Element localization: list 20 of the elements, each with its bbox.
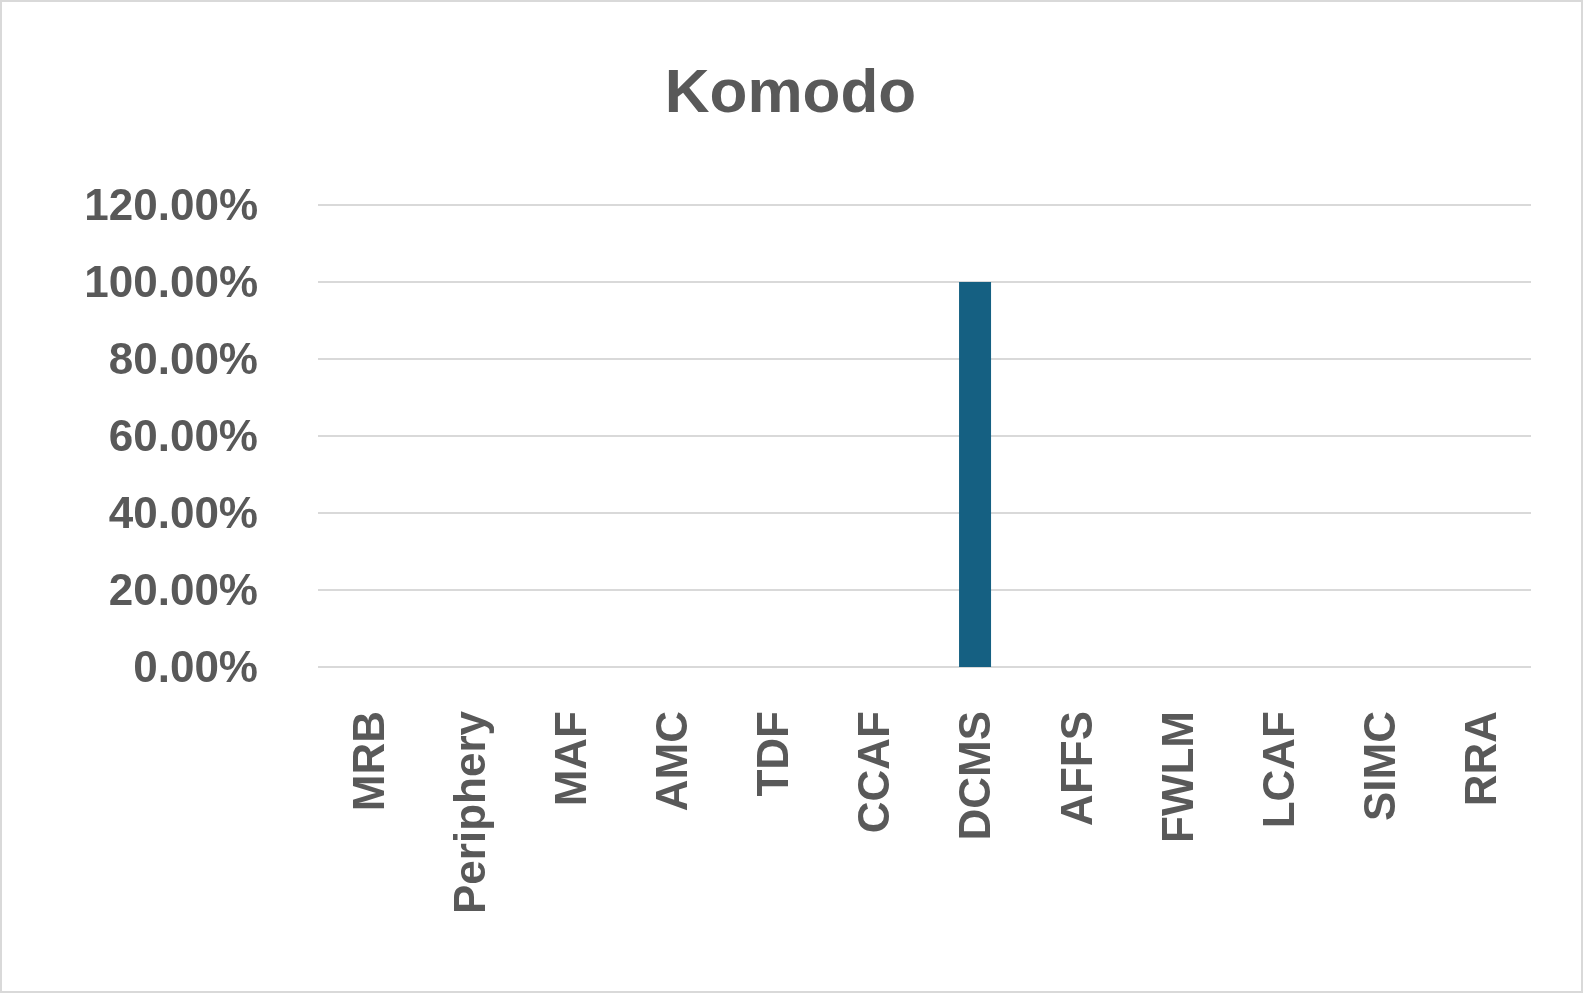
- y-tick-label: 100.00%: [84, 257, 258, 307]
- chart-title: Komodo: [664, 56, 917, 125]
- x-tick-label: MAF: [546, 711, 596, 807]
- x-tick-label: SIMC: [1354, 711, 1404, 821]
- y-tick-label: 0.00%: [133, 642, 258, 692]
- x-tick-label: TDF: [748, 711, 798, 797]
- y-tick-label: 80.00%: [108, 334, 258, 384]
- y-tick-label: 60.00%: [108, 411, 258, 461]
- x-tick-label: LCAF: [1253, 711, 1303, 829]
- x-tick-label: DCMS: [950, 711, 1000, 841]
- x-tick-label: CCAF: [849, 711, 899, 834]
- x-tick-label: FWLM: [1152, 711, 1202, 843]
- x-tick-label: AMC: [647, 711, 697, 812]
- x-tick-label: MRB: [343, 711, 393, 812]
- y-tick-label: 120.00%: [84, 180, 258, 230]
- x-tick-label: Periphery: [445, 710, 495, 914]
- y-tick-label: 20.00%: [108, 565, 258, 615]
- y-tick-label: 40.00%: [108, 488, 258, 538]
- x-tick-label: RRA: [1455, 711, 1505, 807]
- x-tick-label: AFFS: [1051, 711, 1101, 826]
